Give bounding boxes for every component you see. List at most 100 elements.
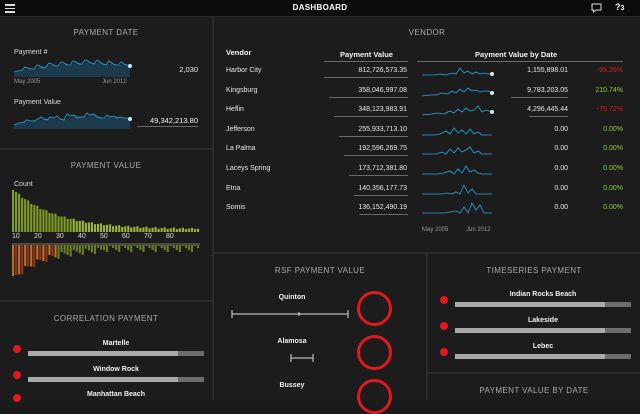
rsf-circle[interactable] bbox=[357, 291, 392, 326]
histogram-bar bbox=[54, 245, 57, 258]
histogram-bar bbox=[136, 226, 139, 232]
value-bar bbox=[334, 116, 408, 118]
panel-title: RSF PAYMENT VALUE bbox=[274, 266, 366, 275]
menu-icon[interactable] bbox=[5, 4, 15, 13]
vendor-name[interactable]: La Palma bbox=[226, 145, 256, 153]
vendor-sparkline bbox=[422, 202, 492, 215]
vendor-name[interactable]: Harbor City bbox=[226, 67, 262, 74]
histogram-bar bbox=[81, 220, 84, 232]
histogram-bar bbox=[190, 227, 194, 232]
histogram-bar bbox=[27, 200, 30, 232]
col-payment-value-by-date[interactable]: Payment Value by Date bbox=[475, 50, 558, 59]
vendor-latest-value: 0.00 bbox=[554, 145, 568, 153]
histogram-bar bbox=[63, 216, 66, 232]
vendor-name[interactable]: Laceys Spring bbox=[226, 165, 271, 172]
value-bar bbox=[529, 116, 568, 118]
timeseries-panel: TIMESERIES PAYMENT Indian Rocks Beach La… bbox=[428, 254, 640, 372]
vendor-name[interactable]: Kingsburg bbox=[226, 86, 258, 94]
histogram-bar bbox=[102, 245, 106, 250]
status-dot[interactable] bbox=[440, 348, 448, 356]
histogram-bar bbox=[139, 245, 142, 250]
correlation-item-label: Manhattan Beach bbox=[87, 391, 145, 398]
histogram-bar bbox=[118, 225, 121, 232]
histogram-bar bbox=[145, 245, 148, 246]
correlation-bar[interactable] bbox=[28, 377, 204, 382]
status-dot[interactable] bbox=[13, 345, 21, 353]
vendor-payment-value: 173,712,381.80 bbox=[358, 165, 407, 172]
histogram-bar bbox=[78, 220, 81, 232]
histogram-bar bbox=[124, 226, 127, 232]
histogram-bar bbox=[30, 203, 33, 232]
histogram-bar bbox=[172, 227, 175, 232]
vendor-latest-value: 0.00 bbox=[554, 184, 568, 192]
histogram-bar bbox=[145, 226, 148, 232]
panel-title: VENDOR bbox=[408, 28, 446, 37]
axis-start-label: May 2005 bbox=[14, 79, 41, 85]
histogram-bar bbox=[42, 209, 45, 232]
rsf-panel: RSF PAYMENT VALUE Quinton Alamosa Bussey bbox=[214, 254, 426, 414]
rsf-circle[interactable] bbox=[357, 335, 392, 370]
histogram-bar bbox=[69, 218, 72, 232]
histogram-bar bbox=[57, 216, 60, 232]
histogram-bar bbox=[196, 245, 200, 248]
value-bar bbox=[349, 175, 408, 176]
histogram-bar bbox=[21, 245, 24, 275]
chat-icon[interactable] bbox=[591, 3, 602, 14]
panel-title: PAYMENT DATE bbox=[73, 28, 139, 37]
histogram-bar bbox=[33, 204, 36, 232]
histogram-bar bbox=[172, 245, 175, 248]
histogram-bar bbox=[166, 228, 169, 232]
histogram-bar bbox=[30, 245, 33, 267]
histogram-bar bbox=[51, 245, 54, 257]
payment-count-sparkline bbox=[13, 59, 132, 77]
vendor-name[interactable]: Somis bbox=[226, 204, 246, 212]
timeseries-bar[interactable] bbox=[455, 302, 631, 307]
status-dot[interactable] bbox=[440, 296, 448, 304]
status-dot[interactable] bbox=[440, 322, 448, 330]
histogram-bar bbox=[15, 191, 18, 232]
histogram-bar bbox=[54, 213, 57, 232]
vendor-name[interactable]: Etna bbox=[226, 184, 241, 192]
count-label: Count bbox=[14, 181, 33, 188]
histogram-bar bbox=[24, 245, 27, 267]
help-icon[interactable]: ?3 bbox=[615, 2, 625, 12]
histogram-bar bbox=[102, 225, 106, 232]
histogram-bar bbox=[99, 245, 103, 250]
timeseries-bar[interactable] bbox=[455, 354, 631, 359]
histogram-bar bbox=[154, 245, 157, 252]
vendor-name[interactable]: Jefferson bbox=[226, 125, 255, 133]
histogram-bar bbox=[136, 245, 139, 248]
correlation-item-label: Martelle bbox=[102, 340, 130, 347]
axis-end-label: Jun 2012 bbox=[466, 227, 491, 233]
page-title: DASHBOARD bbox=[292, 3, 348, 12]
status-dot[interactable] bbox=[13, 394, 21, 402]
col-vendor[interactable]: Vendor bbox=[226, 48, 252, 57]
vendor-sparkline bbox=[422, 183, 492, 195]
histogram-bar bbox=[63, 245, 66, 254]
histogram-bar bbox=[106, 245, 109, 252]
rsf-range-line bbox=[290, 354, 314, 362]
histogram-bar bbox=[18, 193, 21, 232]
payment-value-label: Payment Value bbox=[14, 99, 61, 106]
timeseries-bar[interactable] bbox=[455, 328, 631, 333]
correlation-panel: CORRELATION PAYMENT Martelle Window Rock… bbox=[0, 302, 212, 402]
correlation-bar[interactable] bbox=[28, 351, 204, 356]
histogram-bar bbox=[184, 229, 187, 232]
rsf-circle[interactable] bbox=[357, 379, 392, 414]
histogram-bar bbox=[84, 222, 87, 232]
payment-value-value: 49,342,213.80 bbox=[150, 116, 198, 125]
histogram-bar bbox=[142, 245, 145, 252]
histogram-tick-label: 70 bbox=[144, 233, 152, 240]
histogram-bar bbox=[39, 208, 42, 232]
vendor-change-pct: -95.29% bbox=[596, 67, 623, 74]
col-payment-value[interactable]: Payment Value bbox=[340, 50, 393, 59]
histogram-bar bbox=[66, 245, 69, 255]
vendor-name[interactable]: Heflin bbox=[226, 106, 244, 114]
value-by-date-panel: PAYMENT VALUE BY DATE bbox=[428, 374, 640, 400]
vendor-change-pct: 0.00% bbox=[603, 145, 623, 153]
rsf-item-label: Bussey bbox=[279, 382, 305, 389]
histogram-bar bbox=[87, 222, 90, 232]
value-bar bbox=[329, 96, 408, 98]
histogram-bar bbox=[78, 245, 81, 254]
status-dot[interactable] bbox=[13, 371, 21, 379]
